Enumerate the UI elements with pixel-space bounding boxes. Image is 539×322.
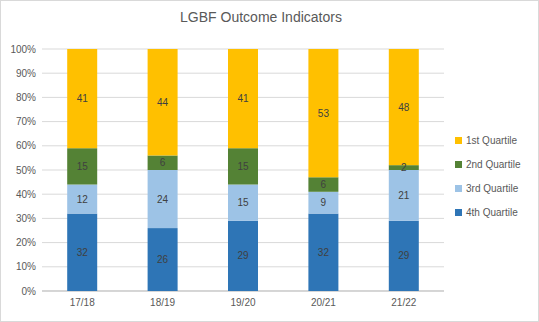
y-tick-label: 60% [16, 140, 36, 151]
data-label: 26 [157, 254, 169, 265]
bar-segment [148, 170, 178, 228]
y-tick-label: 100% [10, 44, 36, 55]
data-label: 15 [77, 161, 89, 172]
data-label: 48 [398, 102, 410, 113]
x-tick-label: 19/20 [230, 297, 255, 308]
legend: 1st Quartile 2nd Quartile 3rd Quartile 4th … [455, 135, 521, 218]
data-labels: 32 12 15 41 26 24 6 44 29 15 15 41 32 9 6 53 29 21 2 48 [77, 93, 410, 265]
chart-border [1, 1, 539, 322]
legend-swatch [455, 209, 462, 216]
legend-label: 3rd Quartile [466, 183, 519, 194]
y-tick-label: 10% [16, 261, 36, 272]
y-tick-label: 80% [16, 92, 36, 103]
bar-segment [308, 214, 338, 291]
bar-segment [389, 170, 419, 221]
data-label: 6 [321, 179, 327, 190]
x-tick-label: 20/21 [311, 297, 336, 308]
legend-swatch [455, 185, 462, 192]
bar-segment [308, 177, 338, 192]
y-tick-label: 0% [22, 286, 37, 297]
x-tick-label: 17/18 [70, 297, 95, 308]
bar-segment [148, 49, 178, 155]
data-label: 29 [398, 250, 410, 261]
y-tick-label: 40% [16, 189, 36, 200]
bar-segment [148, 228, 178, 291]
bar-segment [389, 49, 419, 165]
legend-label: 4th Quartile [466, 207, 518, 218]
data-label: 24 [157, 194, 169, 205]
bars [67, 49, 419, 291]
bar-segment [228, 148, 258, 184]
data-label: 15 [237, 197, 249, 208]
data-label: 15 [237, 161, 249, 172]
y-tick-label: 50% [16, 165, 36, 176]
chart: LGBF Outcome Indicators 0% 10% 20% 30% 40% 50%… [0, 0, 539, 322]
data-label: 41 [237, 93, 249, 104]
legend-swatch [455, 137, 462, 144]
data-label: 9 [321, 197, 327, 208]
bar-segment [228, 185, 258, 221]
y-tick-label: 70% [16, 116, 36, 127]
data-label: 21 [398, 190, 410, 201]
legend-swatch [455, 161, 462, 168]
legend-label: 2nd Quartile [466, 159, 521, 170]
data-label: 12 [77, 194, 89, 205]
data-label: 41 [77, 93, 89, 104]
bar-segment [308, 192, 338, 214]
data-label: 53 [318, 108, 330, 119]
y-tick-label: 90% [16, 68, 36, 79]
data-label: 32 [318, 247, 330, 258]
legend-label: 1st Quartile [466, 135, 518, 146]
data-label: 29 [237, 250, 249, 261]
x-tick-label: 18/19 [150, 297, 175, 308]
chart-title: LGBF Outcome Indicators [180, 9, 342, 25]
bar-segment [389, 221, 419, 291]
bar-segment [228, 221, 258, 291]
y-tick-label: 30% [16, 213, 36, 224]
y-tick-label: 20% [16, 237, 36, 248]
bar-segment [228, 49, 258, 148]
bar-segment [67, 185, 97, 214]
bar-segment [67, 214, 97, 291]
bar-segment [67, 49, 97, 148]
bar-segment [148, 155, 178, 170]
data-label: 2 [401, 162, 407, 173]
data-label: 44 [157, 97, 169, 108]
data-label: 32 [77, 247, 89, 258]
data-label: 6 [160, 157, 166, 168]
bar-segment [308, 49, 338, 177]
bar-segment [67, 148, 97, 184]
x-tick-label: 21/22 [391, 297, 416, 308]
